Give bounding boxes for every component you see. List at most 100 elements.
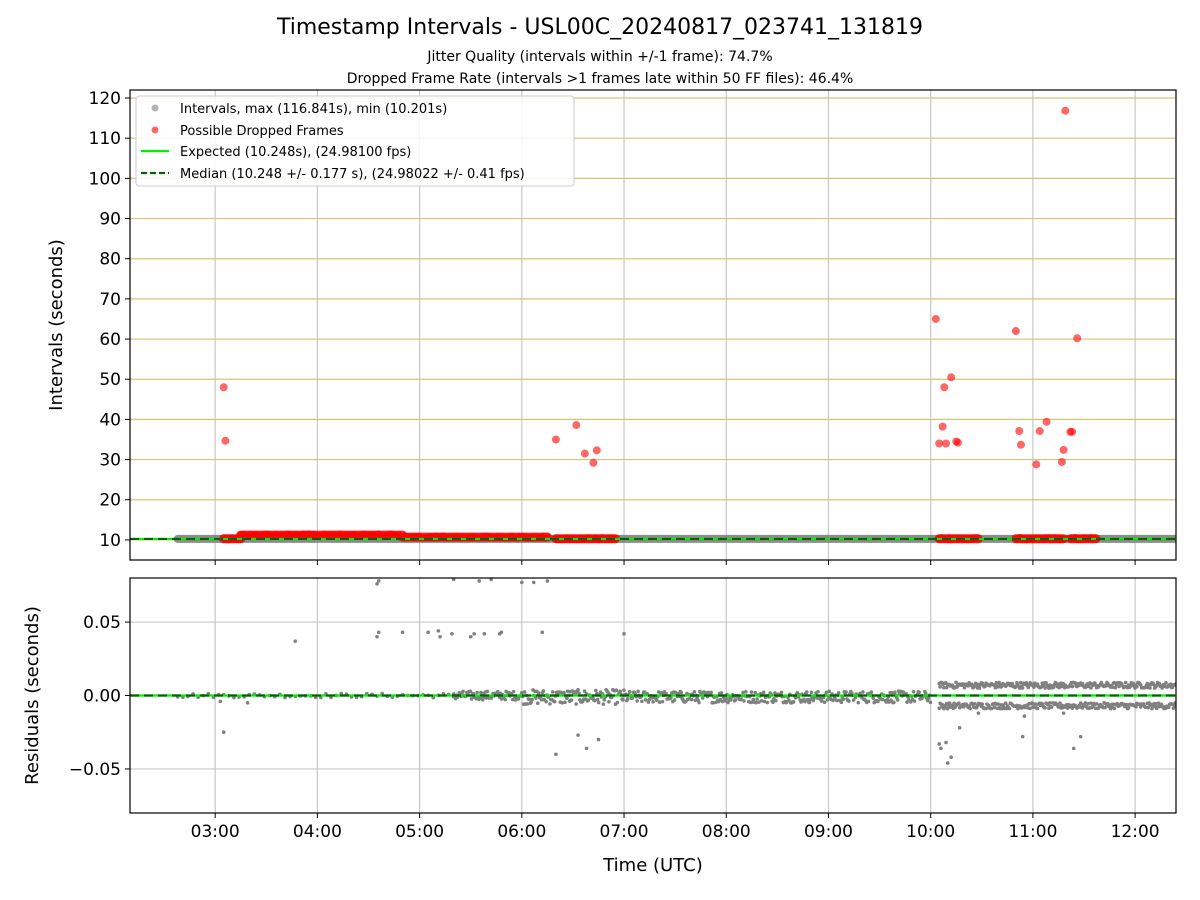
residual-band-point	[920, 696, 924, 701]
xtick-label-0700: 07:00	[600, 822, 649, 842]
xtick-label-0800: 08:00	[702, 822, 751, 842]
residual-band-point	[569, 698, 574, 702]
residual-band-point	[602, 697, 607, 702]
residual-band-point	[627, 689, 632, 694]
residual-band-point	[319, 695, 323, 700]
bottom-ytick-label: −0.05	[69, 760, 121, 780]
residual-band-point	[928, 700, 933, 705]
top-ytick-label: 60	[99, 330, 121, 350]
residual-band-point	[1073, 681, 1077, 685]
residual-band-point	[1160, 686, 1165, 690]
residual-band-point	[923, 691, 928, 696]
dropped-frame-point	[580, 449, 589, 458]
dropped-frame-point	[572, 421, 581, 430]
residual-band-point	[539, 698, 544, 702]
residual-band-point	[503, 697, 508, 702]
residual-band-point	[530, 697, 534, 702]
residual-band-point	[601, 702, 606, 706]
residual-band-point	[1018, 680, 1023, 685]
dropped-frame-point	[953, 438, 962, 447]
residual-band-point	[724, 696, 728, 700]
residual-point	[531, 580, 536, 585]
residual-point	[1078, 734, 1083, 739]
residual-band-point	[1113, 685, 1118, 690]
residual-band-point	[807, 700, 812, 705]
residual-band-point	[977, 686, 982, 690]
legend-entry-2: Expected (10.248s), (24.98100 fps)	[180, 145, 411, 160]
residual-band-point	[647, 697, 652, 702]
top-ytick-label: 20	[99, 491, 121, 511]
plot-frame-top	[129, 89, 1177, 561]
residual-band-point	[565, 689, 570, 694]
residual-band-point	[513, 698, 518, 702]
xtick-label-0600: 06:00	[497, 822, 546, 842]
dropped-frame-point	[589, 458, 598, 467]
residual-band-point	[723, 699, 728, 703]
residual-band-point	[992, 705, 997, 710]
residual-band-point	[615, 700, 620, 705]
residual-band-point	[431, 695, 436, 700]
residual-band-point	[711, 701, 715, 705]
residual-band-point	[1131, 681, 1135, 686]
residual-band-point	[856, 700, 861, 705]
residual-band-point	[989, 706, 994, 711]
residual-band-point	[905, 700, 909, 705]
residual-band-point	[1168, 682, 1173, 686]
top-ytick-label: 70	[99, 290, 121, 310]
residual-band-point	[527, 697, 532, 702]
residual-band-point	[1096, 706, 1101, 710]
top-ytick-label: 80	[99, 250, 121, 270]
residual-band-point	[550, 690, 555, 694]
residual-band-point	[586, 698, 591, 703]
residual-band-point	[485, 689, 490, 694]
residual-band-point	[733, 698, 738, 702]
residual-band-point	[659, 691, 664, 695]
residual-point	[482, 632, 487, 636]
residual-point	[584, 746, 589, 751]
residual-band-point	[643, 698, 648, 702]
residual-band-point	[520, 690, 524, 695]
residual-band-point	[1033, 702, 1038, 706]
residual-band-point	[679, 690, 683, 695]
residual-band-point	[525, 702, 530, 706]
residual-band-point	[1126, 706, 1131, 710]
residual-point	[540, 630, 545, 635]
residual-band-point	[283, 695, 287, 700]
legend-entry-0: Intervals, max (116.841s), min (10.201s)	[180, 102, 447, 117]
residual-point	[944, 740, 948, 745]
legend-entry-3: Median (10.248 +/- 0.177 s), (24.98022 +…	[180, 167, 525, 182]
residual-band-point	[871, 696, 876, 700]
top-ytick-label: 50	[99, 370, 121, 390]
residual-band-point	[912, 699, 917, 703]
residual-band-point	[744, 690, 748, 694]
residual-band-point	[720, 699, 725, 704]
residual-point	[221, 730, 226, 735]
xtick-label-0500: 05:00	[395, 822, 444, 842]
residual-band-point	[656, 690, 661, 694]
x-axis-label: Time (UTC)	[602, 855, 703, 876]
residual-band-point	[753, 690, 758, 695]
dropped-frame-point	[1057, 457, 1066, 466]
residual-band-point	[480, 698, 485, 702]
residual-band-point	[607, 699, 611, 704]
dropped-frame-point	[947, 373, 956, 382]
residual-band-point	[1148, 686, 1152, 690]
residual-band-point	[593, 698, 597, 703]
chart-subtitle-dropped: Dropped Frame Rate (intervals >1 frames …	[346, 71, 854, 87]
residual-band-point	[839, 700, 844, 705]
residual-band-point	[1024, 680, 1029, 685]
residual-band-point	[1112, 706, 1117, 711]
residual-band-point	[741, 690, 745, 695]
top-ytick-label: 30	[99, 451, 121, 471]
residual-band-point	[574, 702, 578, 706]
residual-band-point	[596, 700, 601, 705]
residual-band-point	[779, 690, 784, 695]
residual-point	[489, 578, 493, 582]
residual-band-point	[562, 690, 566, 695]
dropped-frame-point	[1061, 106, 1070, 115]
bottom-ytick-label: 0.05	[83, 613, 121, 633]
chart-title: Timestamp Intervals - USL00C_20240817_02…	[276, 15, 924, 40]
top-ytick-label: 120	[89, 89, 121, 109]
residual-point	[293, 639, 298, 643]
residual-band-point	[980, 702, 985, 706]
